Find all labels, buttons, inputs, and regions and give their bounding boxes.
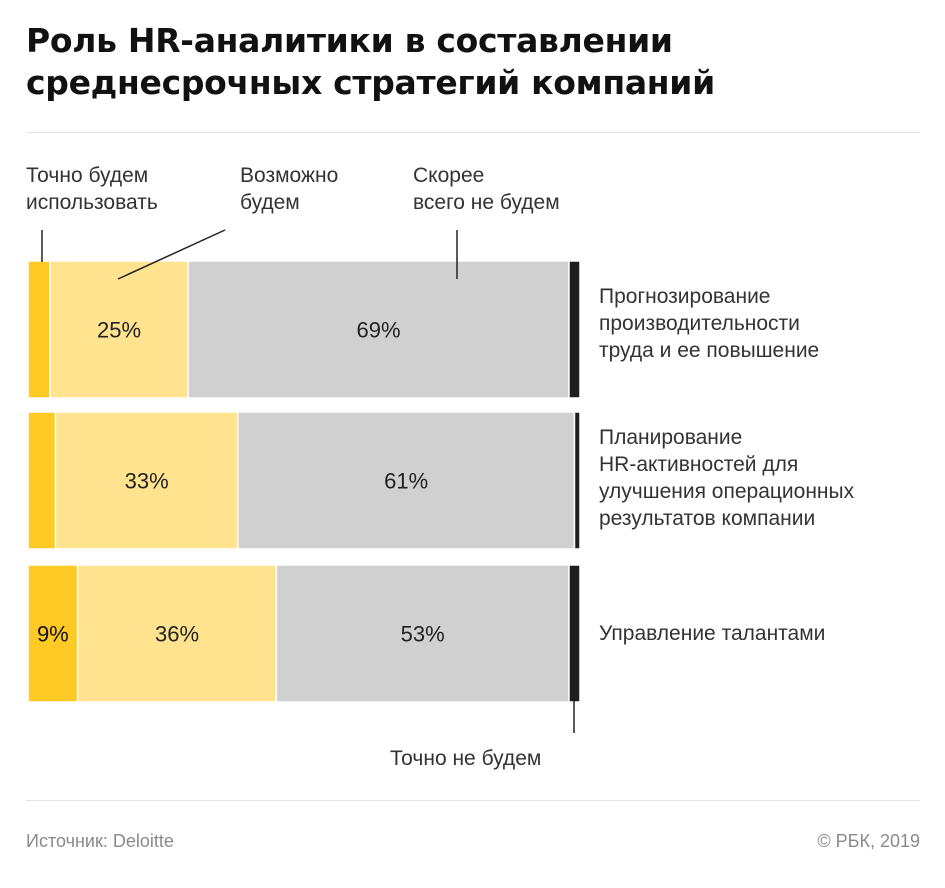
copyright-note: © РБК, 2019 — [817, 831, 920, 851]
legend-label-line: Скорее — [413, 164, 485, 187]
category-label-talent: Управление талантами — [599, 620, 825, 647]
leader-maybe — [117, 229, 226, 280]
category-label-line: Прогнозирование — [599, 285, 771, 308]
category-label-line: Управление талантами — [599, 622, 826, 645]
legend-label-line: всего не будем — [413, 191, 560, 214]
category-label-line: Планирование — [599, 426, 743, 449]
bar-value-label: 36% — [155, 622, 199, 647]
bar-segment-maybe — [54, 411, 239, 550]
chart-title-line: Роль HR-аналитики в составлении — [26, 21, 673, 60]
legend-label-definitely-use: Точно будем использовать — [26, 162, 158, 216]
category-label-line: HR-активностей для — [599, 453, 799, 476]
chart-title-line: среднесрочных стратегий компаний — [26, 63, 715, 102]
bar-value-label: 61% — [384, 469, 428, 494]
bar-segment-definitely-use — [27, 260, 51, 399]
bar-value-label: 53% — [401, 622, 445, 647]
category-label-line: улучшения операционных — [599, 480, 855, 503]
legend-label-line: использовать — [26, 191, 158, 214]
bar-value-label: 69% — [356, 318, 400, 343]
legend-label-probably-not: Скорее всего не будем — [413, 162, 560, 216]
divider-bottom — [26, 800, 920, 801]
legend-label-line: будем — [240, 191, 300, 214]
category-label-line: результатов компании — [599, 507, 816, 530]
bar-segment-definitely-use — [27, 411, 57, 550]
legend-label-line: Точно будем — [26, 164, 149, 187]
category-label-line: производительности — [599, 312, 800, 335]
bars-layer: 25% 69% 33% 61% 9% 36% 53% — [27, 260, 581, 703]
bar-segment-maybe — [76, 564, 278, 703]
legend-label-maybe: Возможно будем — [240, 162, 338, 216]
bar-segment-probably-not — [187, 260, 570, 399]
category-label-line: труда и ее повышение — [599, 339, 820, 362]
bar-value-label: 25% — [97, 318, 141, 343]
divider-top — [26, 132, 920, 133]
legend-label-definitely-not: Точно не будем — [390, 747, 542, 770]
bar-segment-definitely-not — [573, 411, 581, 550]
bar-segment-maybe — [49, 260, 189, 399]
bar-segment-definitely-not — [568, 260, 581, 399]
legend-label-line: Возможно — [240, 164, 339, 187]
bar-value-label: 33% — [125, 469, 169, 494]
category-label-hr-planning: Планирование HR-активностей для улучшени… — [599, 424, 854, 532]
bar-value-label: 9% — [37, 622, 69, 647]
category-label-productivity: Прогнозирование производительности труда… — [599, 283, 819, 364]
source-note: Источник: Deloitte — [26, 831, 174, 851]
bar-segment-probably-not — [275, 564, 570, 703]
bar-segment-probably-not — [237, 411, 576, 550]
bar-segment-definitely-not — [568, 564, 581, 703]
chart-title: Роль HR-аналитики в составлении среднеср… — [26, 20, 906, 104]
